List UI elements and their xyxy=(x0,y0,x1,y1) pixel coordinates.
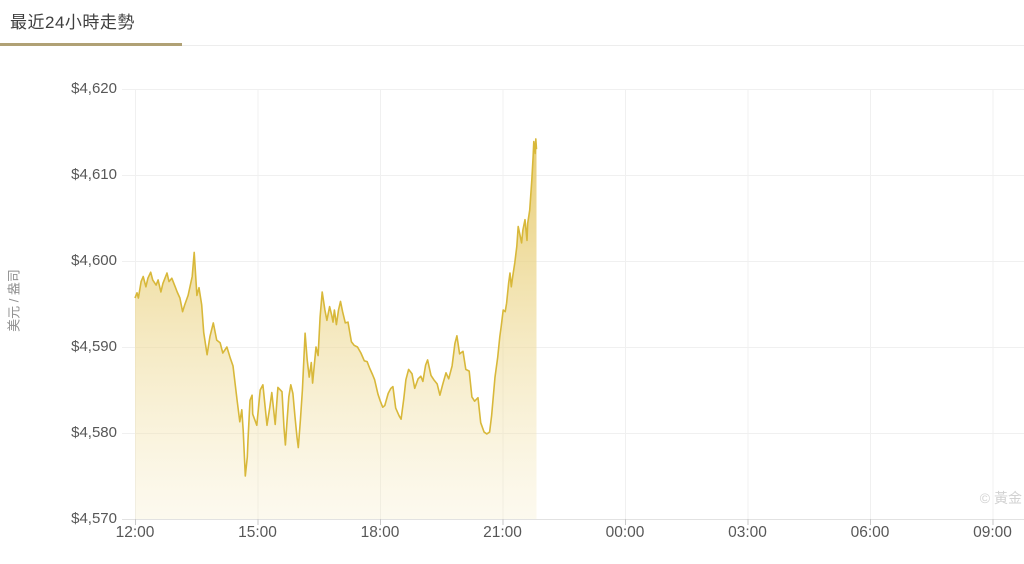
x-tick-label: 12:00 xyxy=(115,524,155,541)
price-area xyxy=(135,138,537,519)
horizontal-gridlines xyxy=(122,89,1024,434)
y-tick-label: $4,590 xyxy=(71,338,117,355)
header-divider xyxy=(0,45,1024,46)
x-tick-label: 18:00 xyxy=(360,524,400,541)
x-tick-label: 15:00 xyxy=(238,524,277,541)
x-tick-label: 09:00 xyxy=(973,524,1012,541)
x-tick-label: 06:00 xyxy=(850,524,890,541)
active-tab-underline xyxy=(0,43,182,46)
widget-title: 最近24小時走勢 xyxy=(10,13,135,32)
y-tick-label: $4,620 xyxy=(71,80,117,97)
y-tick-label: $4,610 xyxy=(71,166,117,183)
y-tick-label: $4,580 xyxy=(71,424,117,441)
x-axis-ticks xyxy=(135,519,994,525)
y-tick-label: $4,600 xyxy=(71,252,117,269)
x-tick-label: 00:00 xyxy=(605,524,645,541)
x-tick-label: 21:00 xyxy=(483,524,522,541)
x-tick-label: 03:00 xyxy=(728,524,767,541)
price-line xyxy=(134,138,538,477)
watermark: © 黃金 xyxy=(979,490,1022,506)
y-tick-label: $4,570 xyxy=(71,510,117,527)
